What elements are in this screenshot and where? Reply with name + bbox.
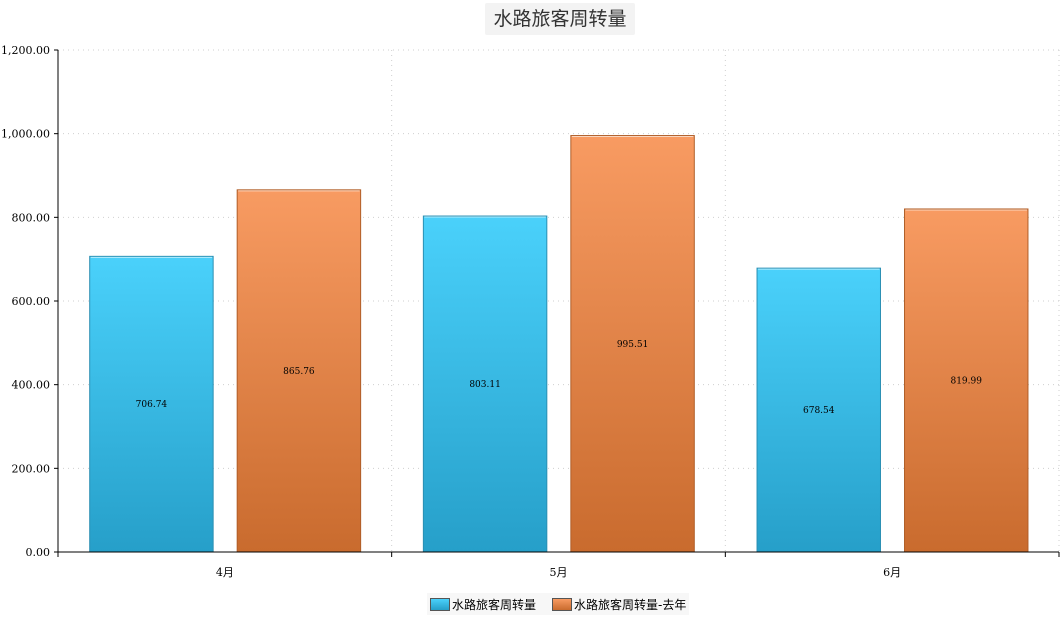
y-tick-label: 600.00 bbox=[12, 295, 51, 308]
legend-item-last-year[interactable]: 水路旅客周转量-去年 bbox=[549, 596, 689, 613]
data-label: 706.74 bbox=[136, 400, 168, 410]
legend-item-current[interactable]: 水路旅客周转量 bbox=[427, 596, 539, 613]
y-tick-label: 0.00 bbox=[26, 546, 51, 559]
y-tick-label: 1,200.00 bbox=[1, 44, 50, 57]
data-label: 819.99 bbox=[950, 376, 982, 386]
legend-swatch-current bbox=[430, 597, 450, 611]
chart-title: 水路旅客周转量 bbox=[485, 3, 635, 35]
legend: 水路旅客周转量 水路旅客周转量-去年 bbox=[427, 593, 690, 615]
data-label: 678.54 bbox=[803, 406, 835, 416]
y-tick-label: 1,000.00 bbox=[1, 128, 50, 141]
legend-swatch-last-year bbox=[552, 597, 573, 611]
y-tick-label: 400.00 bbox=[12, 379, 51, 392]
data-label: 865.76 bbox=[283, 367, 315, 377]
bar-current[interactable] bbox=[422, 215, 548, 553]
bar-current[interactable] bbox=[756, 267, 881, 553]
x-tick-label: 5月 bbox=[550, 566, 568, 579]
bar-chart: 0.00 200.00 400.00 600.00 800.00 1,000.00 1,20… bbox=[1, 44, 1060, 579]
bars bbox=[89, 135, 1029, 553]
bar-current[interactable] bbox=[89, 255, 214, 553]
labels: 0.00 200.00 400.00 600.00 800.00 1,000.00 1,20… bbox=[1, 44, 982, 579]
bar-last-year[interactable] bbox=[236, 189, 362, 553]
y-tick-label: 800.00 bbox=[12, 211, 51, 224]
gridlines bbox=[58, 49, 1060, 552]
data-label: 803.11 bbox=[469, 380, 501, 390]
data-label: 995.51 bbox=[617, 340, 649, 350]
legend-label-current: 水路旅客周转量 bbox=[452, 597, 537, 612]
axes bbox=[54, 49, 1060, 557]
bar-last-year[interactable] bbox=[904, 208, 1029, 553]
x-tick-label: 6月 bbox=[883, 566, 901, 579]
y-tick-label: 200.00 bbox=[12, 462, 51, 475]
bar-last-year[interactable] bbox=[570, 135, 695, 553]
legend-label-last-year: 水路旅客周转量-去年 bbox=[574, 597, 687, 612]
x-tick-label: 4月 bbox=[216, 566, 234, 579]
